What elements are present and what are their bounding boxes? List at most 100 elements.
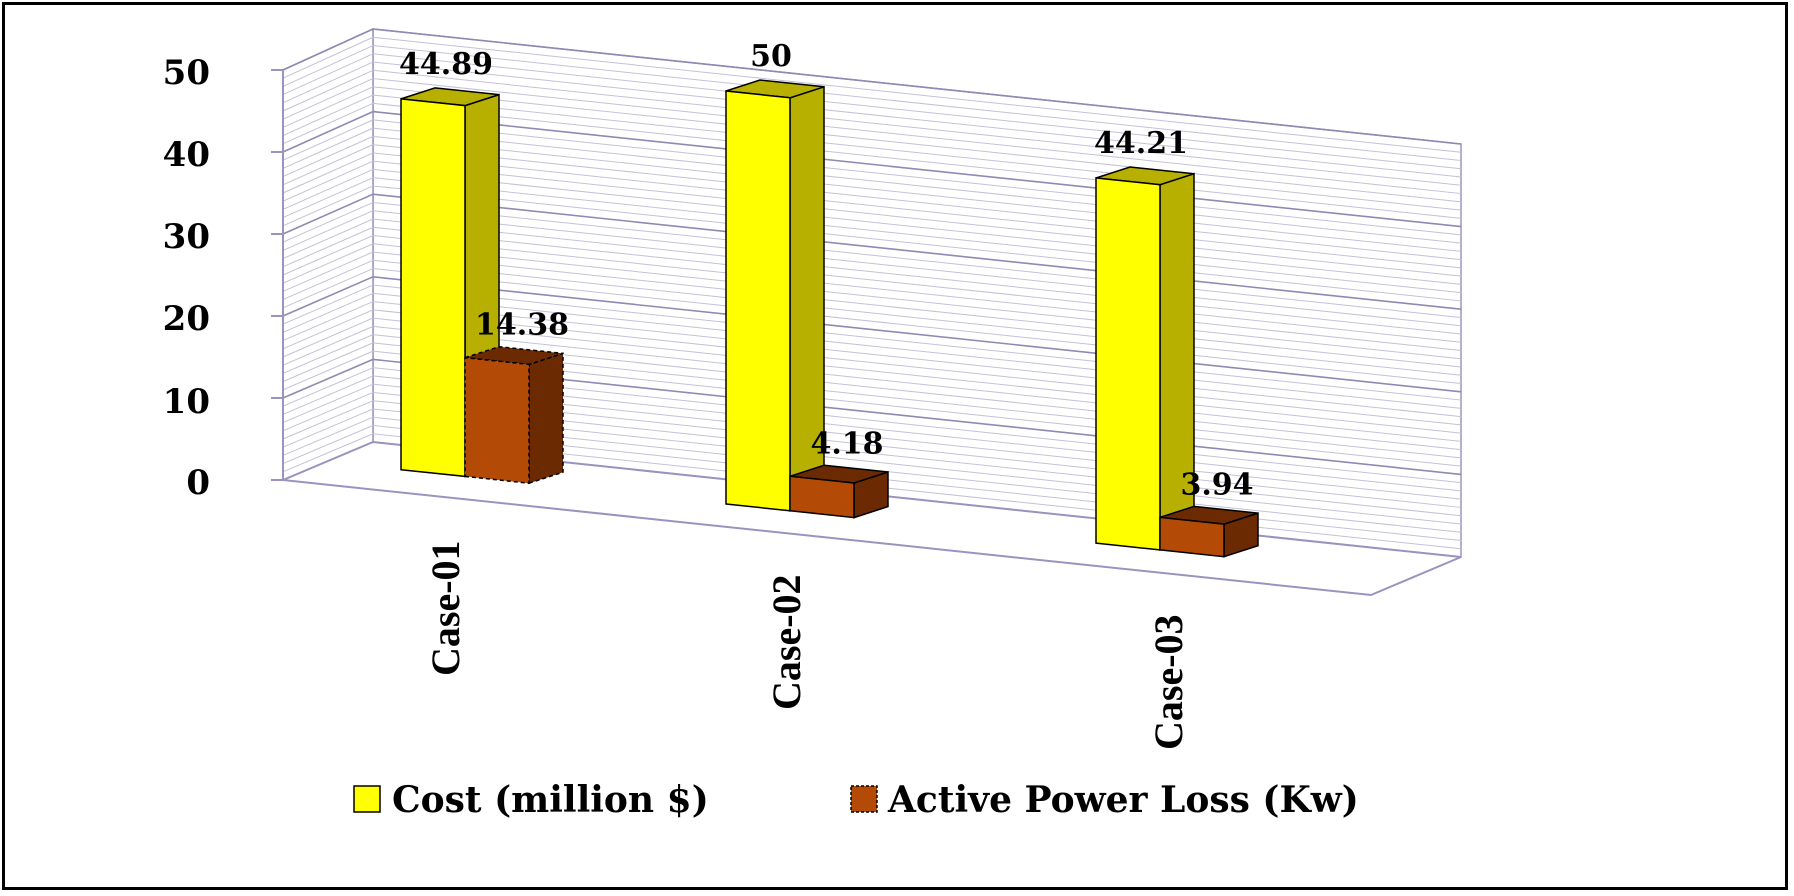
gridline (372, 160, 1462, 277)
gridline (372, 152, 1462, 269)
gridline (372, 276, 1462, 393)
bar-loss-case-02-front (789, 475, 855, 519)
gridline (282, 135, 374, 178)
y-tick-label: 20 (163, 299, 210, 339)
bar-cost-case-03-front (1095, 177, 1161, 551)
gridline (372, 135, 1462, 252)
gridline (282, 152, 374, 194)
gridline (372, 86, 1462, 203)
gridline (372, 144, 1462, 261)
gridline (282, 235, 374, 276)
gridline (372, 243, 1462, 360)
gridline (282, 425, 374, 465)
gridline (282, 375, 374, 415)
gridline (282, 69, 374, 112)
gridline (282, 400, 374, 440)
gridline (282, 168, 374, 210)
gridline (282, 259, 374, 301)
data-label-cost-case-03: 44.21 (1094, 126, 1188, 161)
gridline (372, 28, 1462, 145)
gridline (282, 53, 374, 96)
gridline (372, 78, 1462, 195)
gridline (282, 408, 374, 448)
floor (282, 440, 1462, 597)
bar-loss-case-03 (1159, 505, 1259, 558)
gridline (282, 268, 374, 309)
gridline (282, 193, 374, 235)
gridline (372, 226, 1462, 343)
gridline (282, 102, 374, 145)
gridline (282, 226, 374, 268)
gridline (372, 69, 1462, 186)
gridline (372, 193, 1462, 310)
y-tick-label: 40 (163, 135, 210, 175)
gridline (282, 391, 374, 432)
gridline (282, 317, 374, 358)
gridline (282, 144, 374, 186)
bar-cost-case-01-front (400, 98, 466, 478)
legend-swatch-cost (353, 785, 381, 813)
gridline (282, 210, 374, 251)
legend-label-active-power-loss: Active Power Loss (Kw) (887, 779, 1359, 821)
bars (400, 79, 1259, 558)
y-tick-label: 50 (163, 53, 210, 93)
gridline (282, 177, 374, 219)
gridline (282, 251, 374, 292)
gridline (282, 86, 374, 128)
gridline (282, 309, 374, 350)
gridline (282, 185, 374, 227)
bar-loss-case-01 (464, 345, 564, 485)
gridline (282, 334, 374, 374)
gridline (372, 309, 1462, 426)
gridline (372, 168, 1462, 285)
y-tick-label: 10 (163, 382, 210, 422)
gridline (372, 53, 1462, 170)
gridline (372, 45, 1462, 162)
gridline (282, 433, 374, 473)
gridline (372, 325, 1462, 442)
gridline (282, 276, 374, 317)
gridline (282, 284, 374, 325)
gridline (282, 358, 374, 399)
gridline (372, 251, 1462, 368)
gridline (372, 102, 1462, 219)
gridline (282, 416, 374, 456)
data-label-loss-case-02: 4.18 (810, 426, 883, 461)
bar-loss-case-02 (789, 464, 889, 519)
gridline (282, 160, 374, 202)
gridline (372, 94, 1462, 211)
gridline (372, 36, 1462, 153)
category-label-case-03: Case-03 (1146, 614, 1191, 750)
gridline (372, 235, 1462, 351)
data-label-loss-case-01: 14.38 (475, 308, 569, 343)
gridline (282, 325, 374, 366)
gridline (372, 292, 1462, 409)
data-label-cost-case-01: 44.89 (399, 47, 493, 82)
gridline (282, 28, 374, 71)
y-tick-label: 30 (163, 217, 210, 257)
data-label-loss-case-03: 3.94 (1180, 467, 1253, 502)
gridline (282, 383, 374, 424)
gridline (282, 78, 374, 120)
axes (271, 69, 1462, 597)
gridline (282, 110, 374, 153)
bar-loss-case-01-front (464, 356, 530, 485)
data-label-cost-case-02: 50 (750, 39, 792, 74)
gridline (372, 110, 1462, 228)
bar-cost-case-03 (1095, 166, 1195, 551)
gridline (282, 218, 374, 260)
bar-loss-case-03-front (1159, 516, 1225, 558)
gridline (282, 119, 374, 161)
gridline (372, 268, 1462, 385)
gridline (282, 342, 374, 383)
gridline (372, 119, 1462, 236)
gridline (372, 185, 1462, 302)
gridline (372, 177, 1462, 294)
gridline (372, 259, 1462, 376)
category-label-case-02: Case-02 (764, 574, 809, 710)
gridline (282, 36, 374, 79)
legend-label-cost: Cost (million $) (392, 779, 709, 821)
gridline (372, 61, 1462, 178)
gridline (372, 317, 1462, 434)
